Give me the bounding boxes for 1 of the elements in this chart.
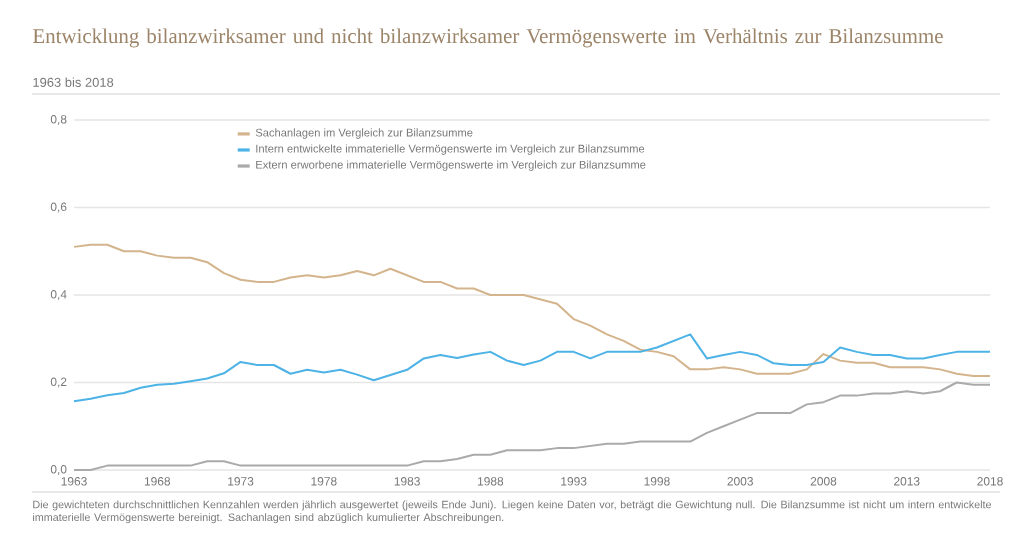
chart-title: Entwicklung bilanzwirksamer und nicht bilanzwirksamer Vermögenswerte im Verhältnis zur Bilanzsumme xyxy=(33,28,943,48)
